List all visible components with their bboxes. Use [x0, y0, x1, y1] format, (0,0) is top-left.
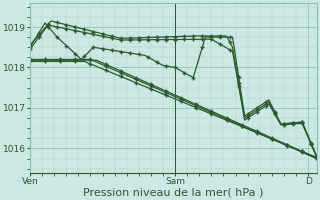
X-axis label: Pression niveau de la mer( hPa ): Pression niveau de la mer( hPa )	[84, 187, 264, 197]
